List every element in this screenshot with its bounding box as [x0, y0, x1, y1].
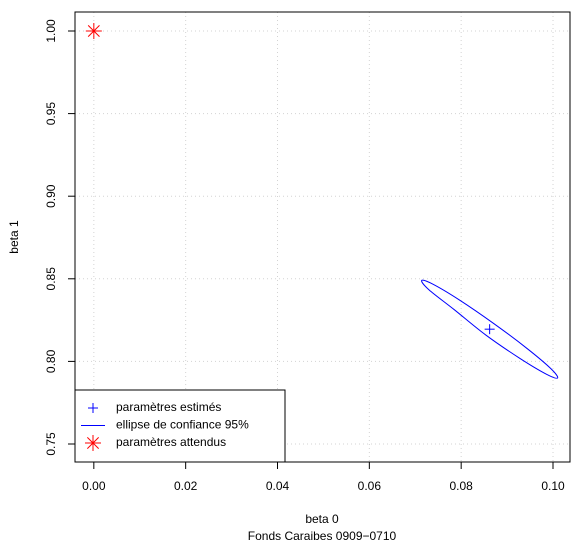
asterisk-stroke	[87, 24, 100, 38]
x-tick-label: 0.04	[266, 479, 290, 493]
y-tick-label: 0.85	[44, 267, 58, 291]
legend-symbol	[85, 435, 101, 451]
y-tick-label: 0.90	[44, 184, 58, 208]
legend-label: paramètres attendus	[116, 435, 226, 449]
x-tick-label: 0.08	[449, 479, 473, 493]
legend-label: ellipse de confiance 95%	[116, 418, 249, 432]
x-axis-label: beta 0	[305, 512, 339, 526]
x-tick-label: 0.10	[541, 479, 565, 493]
legend-label: paramètres estimés	[116, 400, 221, 414]
point	[484, 324, 495, 335]
subtitle: Fonds Caraibes 0909−0710	[248, 529, 397, 543]
y-tick-label: 0.75	[44, 432, 58, 456]
legend-box	[74, 389, 286, 463]
x-tick-label: 0.06	[358, 479, 382, 493]
y-tick-label: 1.00	[44, 19, 58, 43]
plot-frame	[74, 11, 571, 463]
confidence-ellipse	[421, 279, 559, 379]
legend-symbol	[88, 403, 98, 413]
point	[85, 22, 102, 39]
asterisk-stroke	[86, 436, 100, 450]
x-tick-label: 0.02	[174, 479, 198, 493]
x-tick-label: 0.00	[82, 479, 106, 493]
y-axis-label: beta 1	[7, 220, 21, 254]
y-tick-label: 0.80	[44, 349, 58, 373]
y-tick-label: 0.95	[44, 102, 58, 126]
